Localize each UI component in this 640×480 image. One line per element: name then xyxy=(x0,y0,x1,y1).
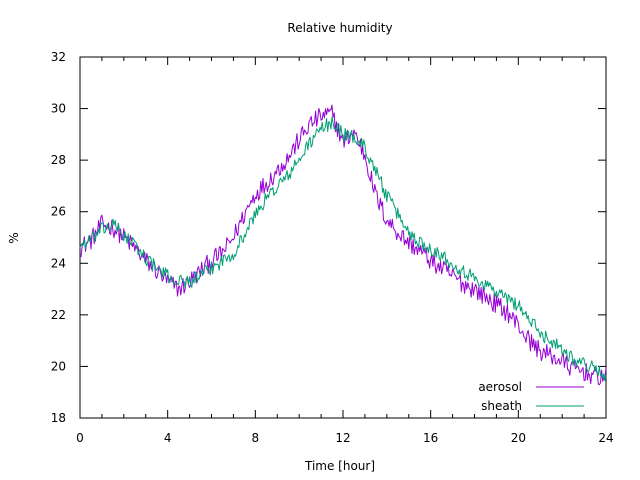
y-tick-label: 20 xyxy=(51,359,66,373)
axis-ticks xyxy=(79,56,607,419)
y-tick-label: 30 xyxy=(51,102,66,116)
series-line-sheath xyxy=(79,116,607,382)
x-tick-label: 20 xyxy=(511,431,526,445)
y-tick-label: 28 xyxy=(51,153,66,167)
series-lines xyxy=(79,104,607,386)
x-tick-label: 4 xyxy=(164,431,172,445)
y-axis-label: % xyxy=(7,232,21,243)
axis-tick-labels: 0 4 8 12 16 20 24 18 20 22 24 26 28 30 32 xyxy=(51,50,614,445)
y-tick-label: 22 xyxy=(51,308,66,322)
y-tick-label: 18 xyxy=(51,411,66,425)
y-tick-label: 32 xyxy=(51,50,66,64)
x-tick-label: 0 xyxy=(76,431,84,445)
chart-title: Relative humidity xyxy=(287,21,392,35)
x-axis-label: Time [hour] xyxy=(304,459,375,473)
y-tick-label: 24 xyxy=(51,256,66,270)
legend-label: aerosol xyxy=(478,380,522,394)
x-tick-label: 12 xyxy=(335,431,350,445)
x-tick-label: 16 xyxy=(423,431,438,445)
legend: aerosol sheath xyxy=(478,380,584,413)
series-line-aerosol xyxy=(79,104,607,386)
legend-label: sheath xyxy=(481,399,522,413)
y-tick-label: 26 xyxy=(51,205,66,219)
plot-frame xyxy=(79,56,607,419)
x-tick-label: 24 xyxy=(598,431,613,445)
x-tick-label: 8 xyxy=(252,431,260,445)
